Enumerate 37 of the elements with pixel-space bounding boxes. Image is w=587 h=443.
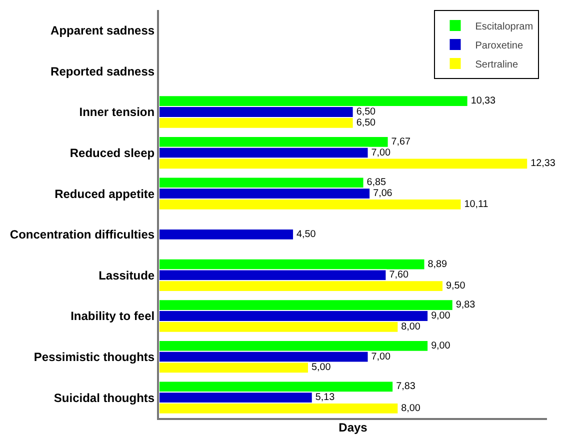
- y-tick-label: Reported sadness: [50, 64, 155, 78]
- data-label: 7,83: [396, 381, 416, 392]
- data-label: 7,67: [391, 136, 411, 148]
- data-label: 4,50: [296, 228, 316, 240]
- y-tick-label: Inner tension: [79, 105, 155, 120]
- data-label: 6,85: [366, 177, 387, 188]
- data-label: 7,00: [371, 147, 391, 158]
- data-label: 8,00: [401, 402, 421, 414]
- data-label: 10,33: [470, 96, 496, 107]
- data-label: 6,50: [356, 117, 376, 128]
- data-label: 10,11: [464, 198, 489, 210]
- y-tick-label: Lassitude: [98, 268, 155, 282]
- x-axis-title: Days: [338, 420, 368, 434]
- data-label: 7,00: [371, 351, 391, 362]
- data-label: 5,00: [311, 362, 332, 374]
- data-label: 7,60: [389, 270, 409, 281]
- y-tick-label: Concentration difficulties: [10, 228, 155, 242]
- data-label: 8,00: [401, 321, 421, 332]
- legend-label: Sertraline: [475, 59, 518, 70]
- y-tick-label: Suicidal thoughts: [54, 390, 155, 405]
- data-label: 12,33: [530, 158, 556, 170]
- y-tick-label: Inability to feel: [70, 309, 155, 324]
- y-tick-label: Apparent sadness: [50, 24, 155, 38]
- legend-label: Paroxetine: [475, 40, 524, 52]
- data-label: 9,50: [446, 280, 466, 292]
- data-label: 9,83: [456, 300, 476, 311]
- data-label: 6,50: [356, 106, 376, 118]
- legend-label: Escitalopram: [475, 21, 534, 32]
- bar: [159, 228, 294, 240]
- y-tick-label: Reduced sleep: [70, 146, 155, 160]
- y-tick-label: Reduced appetite: [54, 186, 155, 201]
- data-label: 9,00: [431, 310, 451, 322]
- data-label: 5,13: [315, 392, 336, 404]
- data-label: 9,00: [431, 340, 451, 352]
- data-label: 8,89: [428, 258, 448, 270]
- y-tick-label: Pessimistic thoughts: [34, 350, 155, 364]
- data-label: 7,06: [373, 188, 393, 200]
